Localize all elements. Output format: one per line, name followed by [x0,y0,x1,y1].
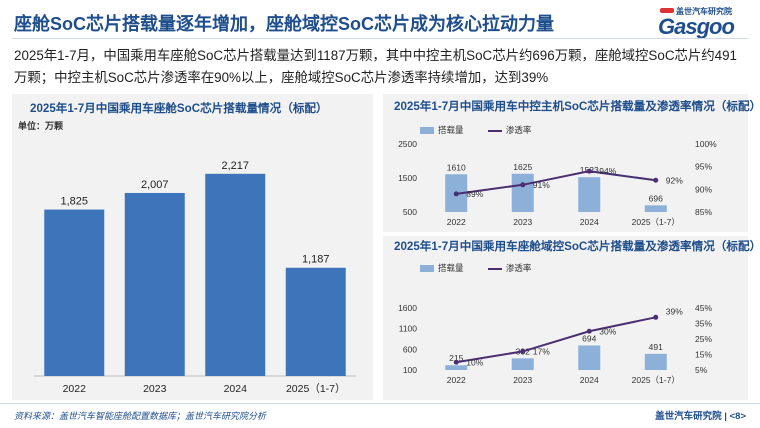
logo-wordmark: Gasgoo [658,14,735,39]
x-tick-label: 2024 [224,383,248,395]
left-chart-title: 2025年1-7月中国乘用车座舱SoC芯片搭载量情况（标配） [30,102,328,115]
logo-chinese-text: 盖世汽车研究院 [676,7,732,16]
bar-value-label: 2,007 [141,179,169,191]
line-point [520,348,526,354]
left-axis-tick-label: 1100 [399,324,418,334]
bar [124,192,185,376]
legend-bar-swatch [420,127,434,135]
bar-value-label: 2,217 [221,160,249,172]
line-value-label: 39% [666,306,683,316]
x-tick-label: 2022 [447,217,466,227]
right-top-legend: 搭载量 渗透率 [420,124,531,136]
right-bottom-legend: 搭载量 渗透率 [420,262,531,274]
legend-bar-label: 搭载量 [438,263,464,273]
bar-value-label: 1610 [447,162,466,172]
bar-value-label: 491 [649,342,663,352]
page-number: <8> [729,411,746,422]
bar [511,358,534,370]
x-tick-label: 2025（1-7） [286,383,346,395]
footer-org: 盖世汽车研究院 [655,411,722,422]
bar [511,173,534,212]
bar-value-label: 1,825 [60,196,88,208]
legend-line-swatch [487,267,502,270]
title-divider [12,38,748,39]
line-value-label: 92% [666,175,683,185]
page-title: 座舱SoC芯片搭载量逐年增加，座舱域控SoC芯片成为核心拉动力量 [14,14,554,34]
left-axis-tick-label: 600 [403,344,417,354]
x-tick-label: 2022 [63,383,87,395]
x-tick-label: 2022 [447,375,466,385]
line-point [653,314,659,320]
legend-line-swatch [487,129,502,132]
line-value-label: 10% [466,357,483,367]
x-tick-label: 2023 [513,217,532,227]
right-axis-tick-label: 95% [695,162,712,172]
right-axis-tick-label: 35% [695,319,712,329]
summary-text: 2025年1-7月，中国乘用车座舱SoC芯片搭载量达到1187万颗，其中中控主机… [14,48,737,85]
left-axis-tick-label: 500 [403,207,417,217]
bar [205,173,266,376]
left-axis-tick-label: 1500 [398,173,417,183]
left-bar-chart: 1,825 2022 2,007 2023 2,217 2024 1,187 2025（1-7… [34,160,356,395]
source-note: 资料来源：盖世汽车智能座舱配置数据库；盖世汽车研究院分析 [14,411,267,421]
x-tick-label: 2023 [513,375,532,385]
legend-line-label: 渗透率 [505,125,532,135]
line-point [520,182,526,188]
line-point [653,177,659,183]
right-axis-tick-label: 100% [695,139,717,149]
footer-org-page: 盖世汽车研究院 | <8> [655,411,746,422]
line-point [453,191,459,197]
bar [285,267,346,376]
line-point [586,328,592,334]
line-value-label: 91% [533,180,550,190]
bar-value-label: 694 [582,333,596,343]
x-tick-label: 2023 [143,383,167,395]
right-top-combo-chart: 500 1500 2500 85% 90% 95% 100% 1610 2022 1625 2023… [398,139,717,227]
x-tick-label: 2025（1-7） [632,217,680,227]
legend-bar-swatch [420,265,434,273]
legend-line-label: 渗透率 [505,263,532,273]
gasgoo-logo: 盖世汽车研究院 Gasgoo [656,6,752,40]
footer-divider [0,403,760,404]
line-point [453,359,459,365]
bar [578,345,601,370]
bar-value-label: 696 [649,193,663,203]
right-top-chart-title: 2025年1-7月中国乘用车中控主机SoC芯片搭载量及渗透率情况（标配） [394,100,760,113]
line-value-label: 17% [533,346,550,356]
right-bottom-combo-chart: 100600110016005%15%25%35%45%215202238220… [398,303,712,385]
bar [644,205,667,212]
bar [644,353,667,370]
penetration-line [456,170,656,195]
bar [578,177,601,212]
bar-value-label: 215 [449,353,463,363]
x-tick-label: 2024 [580,217,599,227]
line-value-label: 89% [466,189,483,199]
right-axis-tick-label: 5% [695,365,708,375]
bar [44,209,105,376]
right-top-chart-panel [383,94,748,232]
bar [445,365,468,370]
x-tick-label: 2024 [580,375,599,385]
right-axis-tick-label: 90% [695,184,712,194]
right-bottom-chart-panel [383,236,748,400]
left-chart-unit: 单位：万颗 [18,121,64,131]
line-point [586,168,592,174]
x-tick-label: 2025（1-7） [632,375,680,385]
left-axis-tick-label: 2500 [398,139,417,149]
bar-value-label: 1,187 [302,254,330,266]
right-axis-tick-label: 45% [695,303,712,313]
left-axis-tick-label: 1600 [398,303,417,313]
right-axis-tick-label: 85% [695,207,712,217]
left-axis-tick-label: 100 [403,365,417,375]
line-value-label: 94% [599,166,616,176]
legend-bar-label: 搭载量 [438,125,464,135]
logo-accent-icon [660,8,674,13]
right-axis-tick-label: 15% [695,350,712,360]
right-bottom-chart-title: 2025年1-7月中国乘用车座舱域控SoC芯片搭载量及渗透率情况（标配） [394,240,760,253]
penetration-line [456,316,656,364]
bar-value-label: 1625 [513,162,532,172]
right-axis-tick-label: 25% [695,334,712,344]
line-value-label: 30% [599,326,616,336]
